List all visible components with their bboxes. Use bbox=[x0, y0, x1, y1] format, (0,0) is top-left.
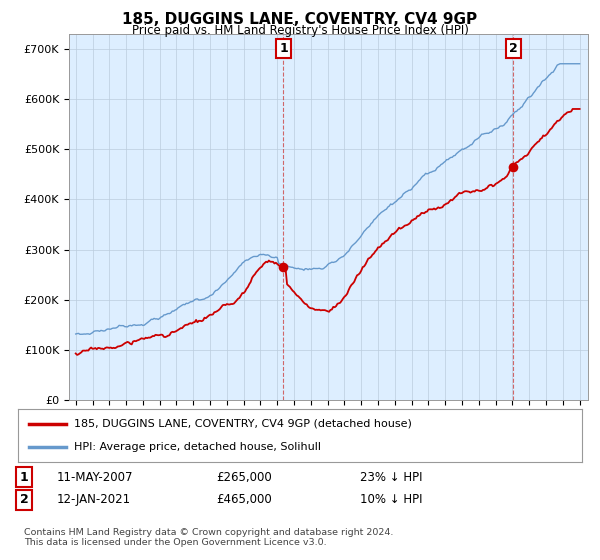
Text: 2: 2 bbox=[509, 42, 517, 55]
Text: 12-JAN-2021: 12-JAN-2021 bbox=[57, 493, 131, 506]
Text: Price paid vs. HM Land Registry's House Price Index (HPI): Price paid vs. HM Land Registry's House … bbox=[131, 24, 469, 36]
Text: £465,000: £465,000 bbox=[216, 493, 272, 506]
Text: 11-MAY-2007: 11-MAY-2007 bbox=[57, 470, 133, 484]
Text: 185, DUGGINS LANE, COVENTRY, CV4 9GP (detached house): 185, DUGGINS LANE, COVENTRY, CV4 9GP (de… bbox=[74, 419, 412, 429]
Text: 23% ↓ HPI: 23% ↓ HPI bbox=[360, 470, 422, 484]
Text: 1: 1 bbox=[279, 42, 288, 55]
Text: 1: 1 bbox=[20, 470, 28, 484]
Text: 185, DUGGINS LANE, COVENTRY, CV4 9GP: 185, DUGGINS LANE, COVENTRY, CV4 9GP bbox=[122, 12, 478, 27]
Text: 10% ↓ HPI: 10% ↓ HPI bbox=[360, 493, 422, 506]
Text: £265,000: £265,000 bbox=[216, 470, 272, 484]
Text: HPI: Average price, detached house, Solihull: HPI: Average price, detached house, Soli… bbox=[74, 442, 322, 452]
Text: Contains HM Land Registry data © Crown copyright and database right 2024.
This d: Contains HM Land Registry data © Crown c… bbox=[24, 528, 394, 547]
Text: 2: 2 bbox=[20, 493, 28, 506]
